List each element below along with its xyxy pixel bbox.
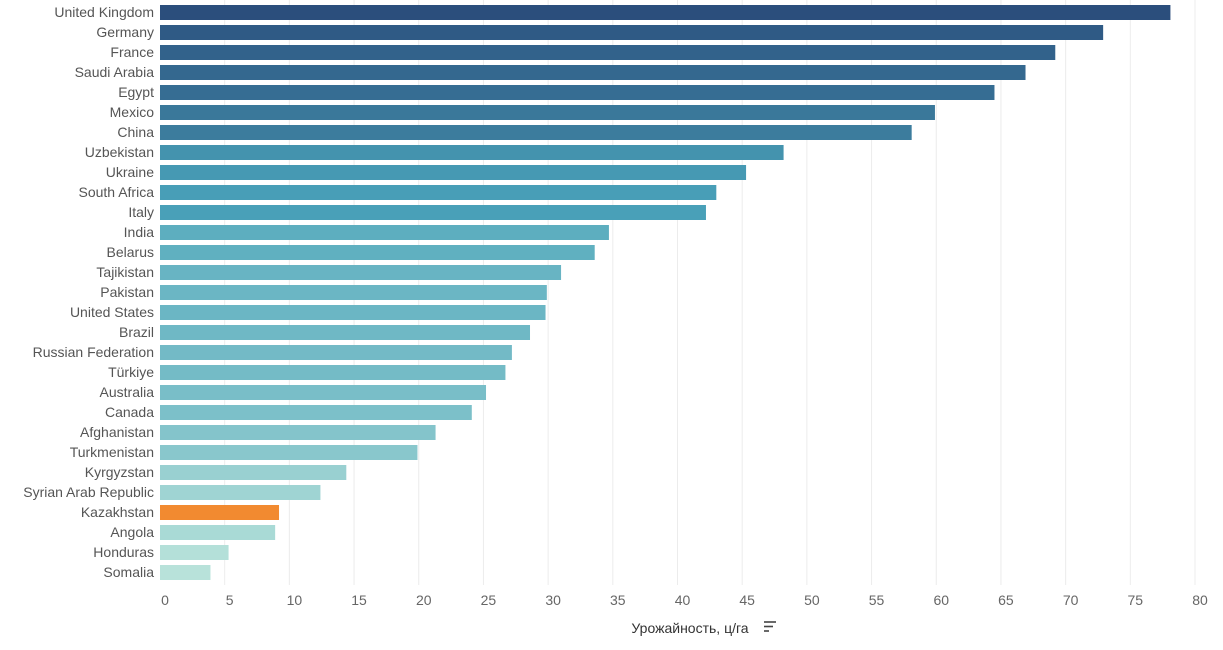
x-tick-label: 75 xyxy=(1128,592,1144,608)
bar-kyrgyzstan[interactable] xyxy=(160,465,347,480)
bar-syrian-arab-republic[interactable] xyxy=(160,485,321,500)
category-label: Kazakhstan xyxy=(81,504,154,520)
category-label: Uzbekistan xyxy=(85,144,154,160)
category-label: Germany xyxy=(96,24,154,40)
category-label: Belarus xyxy=(107,244,154,260)
category-label: Afghanistan xyxy=(80,424,154,440)
bar-ukraine[interactable] xyxy=(160,165,747,180)
x-tick-label: 40 xyxy=(675,592,691,608)
bar-tajikistan[interactable] xyxy=(160,265,562,280)
bar-turkmenistan[interactable] xyxy=(160,445,418,460)
category-label: Angola xyxy=(110,524,154,540)
bar-t-rkiye[interactable] xyxy=(160,365,506,380)
category-label: China xyxy=(117,124,154,140)
bar-germany[interactable] xyxy=(160,25,1104,40)
bar-somalia[interactable] xyxy=(160,565,211,580)
bar-pakistan[interactable] xyxy=(160,285,547,300)
category-label: Pakistan xyxy=(100,284,154,300)
x-tick-label: 25 xyxy=(481,592,497,608)
x-tick-label: 65 xyxy=(998,592,1014,608)
category-label: Türkiye xyxy=(108,364,154,380)
x-tick-label: 15 xyxy=(351,592,367,608)
category-label: Syrian Arab Republic xyxy=(23,484,154,500)
x-tick-label: 45 xyxy=(739,592,755,608)
category-label: United Kingdom xyxy=(54,4,154,20)
bar-united-states[interactable] xyxy=(160,305,546,320)
bar-afghanistan[interactable] xyxy=(160,425,436,440)
bar-honduras[interactable] xyxy=(160,545,229,560)
category-label: France xyxy=(110,44,154,60)
category-label: Canada xyxy=(105,404,154,420)
bar-australia[interactable] xyxy=(160,385,487,400)
category-label: Kyrgyzstan xyxy=(85,464,154,480)
x-tick-label: 30 xyxy=(545,592,561,608)
category-label: Ukraine xyxy=(106,164,154,180)
x-tick-label: 5 xyxy=(226,592,234,608)
x-axis-ticks: 0 5 10 15 20 25 30 35 40 45 50 55 60 65 70 75 80 xyxy=(161,592,1208,608)
bar-saudi-arabia[interactable] xyxy=(160,65,1026,80)
x-tick-label: 55 xyxy=(869,592,885,608)
bar-kazakhstan[interactable] xyxy=(160,505,280,520)
category-label: Russian Federation xyxy=(33,344,154,360)
x-tick-label: 20 xyxy=(416,592,432,608)
category-label: Australia xyxy=(100,384,155,400)
bar-belarus[interactable] xyxy=(160,245,595,260)
category-label: South Africa xyxy=(79,184,155,200)
bar-uzbekistan[interactable] xyxy=(160,145,784,160)
bar-egypt[interactable] xyxy=(160,85,995,100)
category-label: Brazil xyxy=(119,324,154,340)
bar-united-kingdom[interactable] xyxy=(160,5,1171,20)
bar-south-africa[interactable] xyxy=(160,185,717,200)
x-tick-label: 60 xyxy=(933,592,949,608)
bar-mexico[interactable] xyxy=(160,105,935,120)
x-axis-title: Урожайность, ц/га xyxy=(631,620,748,636)
bar-angola[interactable] xyxy=(160,525,276,540)
bars xyxy=(160,5,1171,580)
bar-italy[interactable] xyxy=(160,205,706,220)
category-label: Egypt xyxy=(118,84,154,100)
bar-canada[interactable] xyxy=(160,405,472,420)
category-label: Italy xyxy=(128,204,154,220)
category-label: Somalia xyxy=(103,564,154,580)
x-tick-label: 70 xyxy=(1063,592,1079,608)
category-label: India xyxy=(124,224,155,240)
bar-india[interactable] xyxy=(160,225,609,240)
sort-descending-icon[interactable] xyxy=(764,621,776,632)
category-label: Honduras xyxy=(93,544,154,560)
bar-china[interactable] xyxy=(160,125,912,140)
bar-brazil[interactable] xyxy=(160,325,531,340)
x-tick-label: 0 xyxy=(161,592,169,608)
category-label: Saudi Arabia xyxy=(75,64,155,80)
category-label: Turkmenistan xyxy=(70,444,154,460)
bar-france[interactable] xyxy=(160,45,1056,60)
x-tick-label: 35 xyxy=(610,592,626,608)
x-tick-label: 50 xyxy=(804,592,820,608)
bar-russian-federation[interactable] xyxy=(160,345,512,360)
category-label: Tajikistan xyxy=(96,264,154,280)
category-labels: United Kingdom Germany France Saudi Arabia E… xyxy=(23,4,154,580)
x-tick-label: 10 xyxy=(287,592,303,608)
x-tick-label: 80 xyxy=(1192,592,1208,608)
category-label: Mexico xyxy=(110,104,155,120)
category-label: United States xyxy=(70,304,154,320)
